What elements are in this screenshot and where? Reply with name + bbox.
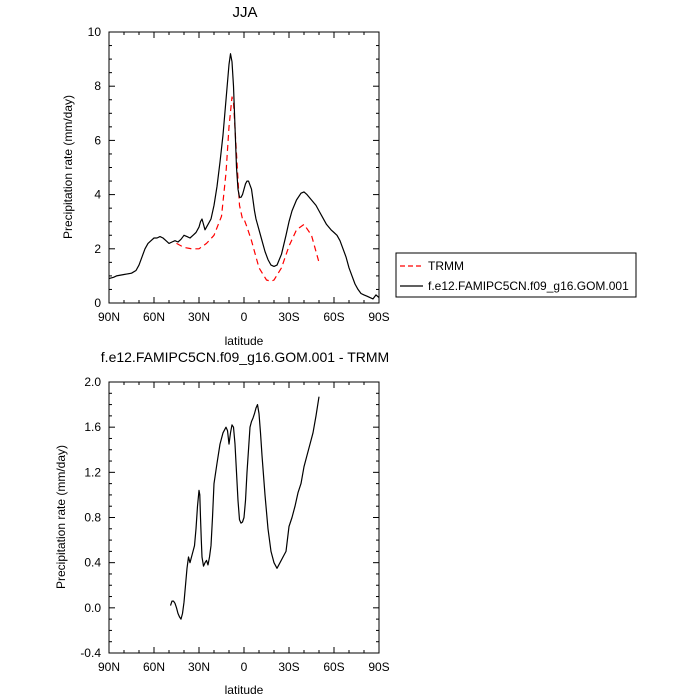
bottom-x-tick-label: 90S <box>368 660 389 674</box>
bottom-panel: f.e12.FAMIPC5CN.f09_g16.GOM.001 - TRMM 9… <box>54 349 390 697</box>
bottom-axes: 90N 60N 30N 0 30S 60S 90S -0.4 0.0 0.4 0.8 1.2 1.6 2.… <box>80 375 389 674</box>
bottom-x-tick-label: 30N <box>188 660 210 674</box>
top-x-tick-label: 0 <box>241 310 248 324</box>
bottom-y-tick-label: 0.0 <box>84 601 101 615</box>
top-x-tick-label: 90N <box>98 310 120 324</box>
legend-model-label: f.e12.FAMIPC5CN.f09_g16.GOM.001 <box>428 279 629 293</box>
top-series-line-0 <box>176 96 320 282</box>
bottom-y-tick-label: 1.2 <box>84 465 101 479</box>
bottom-y-tick-label: 0.4 <box>84 556 101 570</box>
top-x-tick-label: 60S <box>323 310 344 324</box>
bottom-x-tick-label: 60N <box>143 660 165 674</box>
top-chart-title: JJA <box>232 4 257 21</box>
top-x-tick-label: 60N <box>143 310 165 324</box>
legend: TRMM f.e12.FAMIPC5CN.f09_g16.GOM.001 <box>395 252 637 298</box>
top-y-tick-label: 6 <box>94 133 101 147</box>
bottom-x-tick-label: 0 <box>241 660 248 674</box>
top-y-tick-label: 8 <box>94 79 101 93</box>
top-y-tick-label: 4 <box>94 188 101 202</box>
top-x-tick-label: 30S <box>278 310 299 324</box>
bottom-series-line-0 <box>169 396 320 620</box>
bottom-y-tick-label: 2.0 <box>84 375 101 389</box>
top-plot-frame <box>108 31 380 304</box>
legend-box <box>395 252 637 298</box>
bottom-chart-title: f.e12.FAMIPC5CN.f09_g16.GOM.001 - TRMM <box>101 349 389 365</box>
top-series-line-1 <box>108 53 380 300</box>
top-series-layer <box>108 53 380 300</box>
top-y-tick-label: 0 <box>94 296 101 310</box>
top-y-tick-label: 2 <box>94 242 101 256</box>
top-x-tick-label: 30N <box>188 310 210 324</box>
bottom-y-tick-label: 1.6 <box>84 420 101 434</box>
top-x-axis-label: latitude <box>225 334 264 348</box>
bottom-y-axis-label: Precipitation rate (mm/day) <box>54 445 68 589</box>
top-axes: 90N 60N 30N 0 30S 60S 90S 0 2 4 6 8 10 <box>88 25 390 324</box>
top-y-axis-label: Precipitation rate (mm/day) <box>61 95 75 239</box>
bottom-y-tick-label: -0.4 <box>80 646 101 660</box>
legend-trmm-label: TRMM <box>428 259 464 273</box>
top-x-tick-label: 90S <box>368 310 389 324</box>
bottom-x-axis-label: latitude <box>225 683 264 697</box>
bottom-series-layer <box>169 396 320 620</box>
bottom-x-tick-label: 90N <box>98 660 120 674</box>
top-y-tick-label: 10 <box>88 25 102 39</box>
bottom-y-tick-label: 0.8 <box>84 511 101 525</box>
bottom-x-tick-label: 60S <box>323 660 344 674</box>
bottom-x-tick-label: 30S <box>278 660 299 674</box>
